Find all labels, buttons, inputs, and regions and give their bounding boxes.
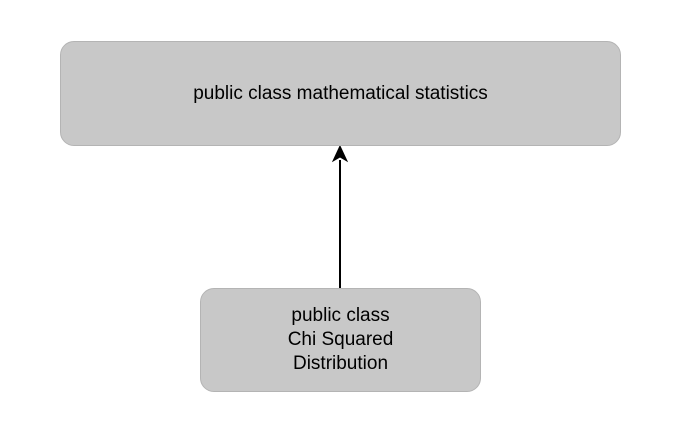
- parent-class-label: public class mathematical statistics: [193, 82, 488, 104]
- child-class-label-line-3: Distribution: [292, 353, 389, 374]
- child-class-label-line-2: Chi Squared: [287, 329, 394, 350]
- arrowhead-icon: [331, 144, 349, 163]
- child-class-box: public class Chi Squared Distribution: [200, 288, 481, 392]
- child-class-label-line-1: public class: [291, 305, 390, 326]
- parent-class-box: public class mathematical statistics: [60, 41, 621, 146]
